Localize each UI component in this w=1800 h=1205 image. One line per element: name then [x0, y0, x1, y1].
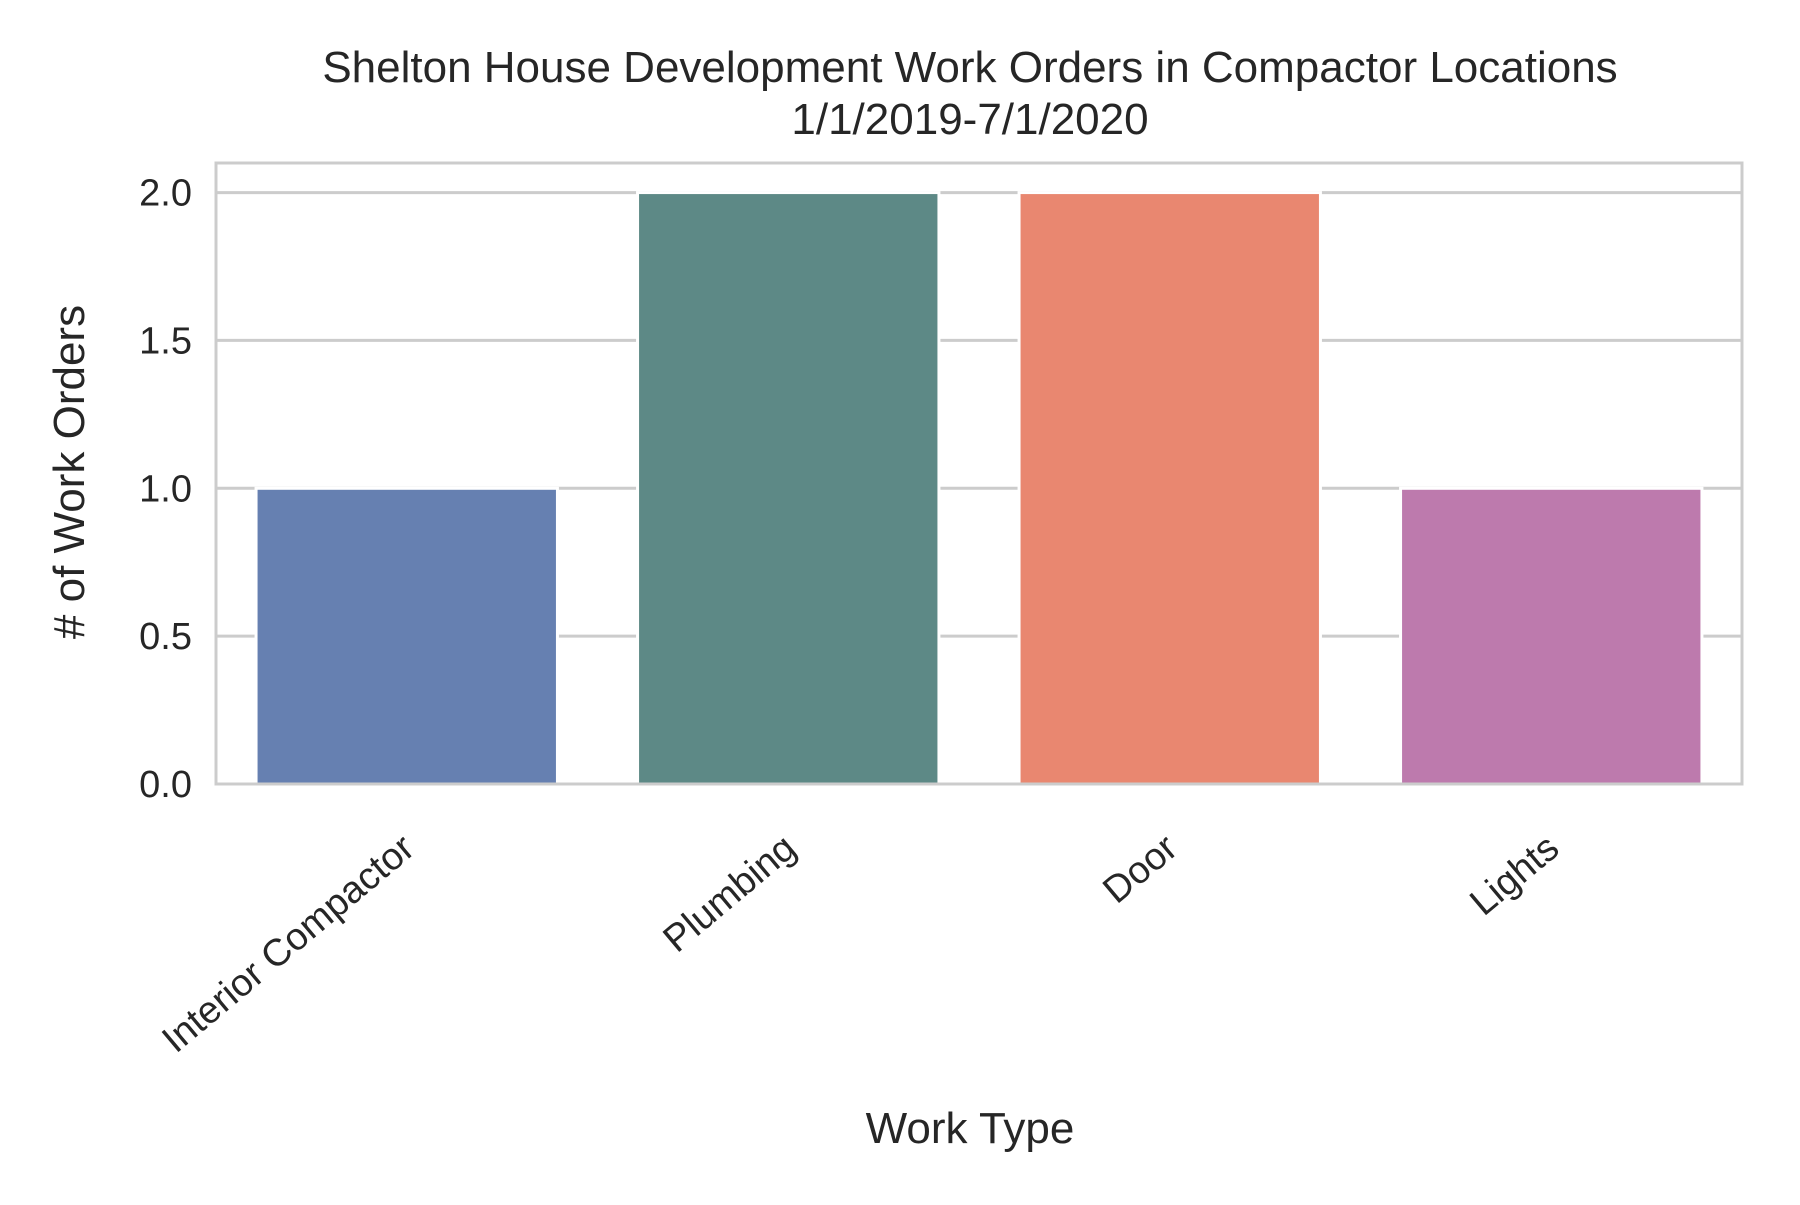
y-tick-label: 1.5 — [139, 320, 192, 362]
plot-frame — [214, 161, 1744, 786]
y-tick-label: 0.5 — [139, 616, 192, 658]
y-axis-ticks: 0.0 0.5 1.0 1.5 2.0 — [139, 173, 192, 806]
y-tick-label: 1.0 — [139, 468, 192, 510]
chart-title: Shelton House Development Work Orders in… — [322, 43, 1617, 92]
y-tick-label: 0.0 — [139, 764, 192, 806]
chart-subtitle: 1/1/2019-7/1/2020 — [791, 95, 1148, 144]
bar-plumbing — [636, 191, 941, 786]
bar-interior-compactor — [254, 486, 559, 786]
y-tick-label: 2.0 — [139, 173, 192, 215]
bar-door — [1017, 191, 1322, 786]
y-axis-label: # of Work Orders — [45, 305, 94, 639]
bar-lights — [1399, 486, 1704, 786]
bars — [254, 191, 1704, 786]
x-axis-label: Work Type — [866, 1104, 1075, 1153]
